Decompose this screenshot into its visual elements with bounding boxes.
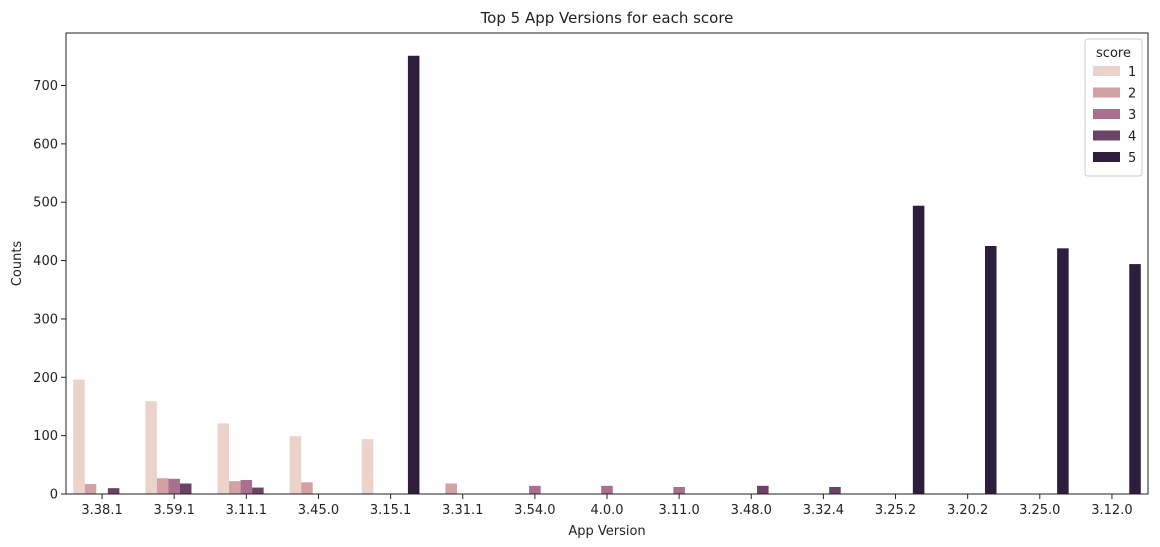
legend: score 1 2 3 4 5 xyxy=(1084,38,1143,177)
bar-score-3-3.59.1 xyxy=(168,478,180,494)
legend-swatch-5 xyxy=(1093,152,1120,162)
axes: 0 100 200 300 400 500 600 700 3.38.1 3.59.1 3.11.1… xyxy=(33,32,1149,518)
bar-score-3-3.11.1 xyxy=(240,479,253,494)
chart-title: Top 5 App Versions for each score xyxy=(480,9,734,27)
bar-score-4-3.32.4 xyxy=(829,487,841,494)
bar-score-4-3.11.1 xyxy=(252,487,264,494)
bar-score-4-3.38.1 xyxy=(107,488,120,494)
bar-score-2-3.38.1 xyxy=(84,484,97,494)
bar-score-4-3.59.1 xyxy=(179,483,192,494)
x-tick-label: 3.12.0 xyxy=(1091,503,1132,518)
bar-score-1-3.15.1 xyxy=(361,439,374,494)
legend-label-4: 4 xyxy=(1128,130,1136,145)
x-tick-label: 3.59.1 xyxy=(154,503,195,518)
y-tick-label: 300 xyxy=(33,312,58,327)
legend-swatch-3 xyxy=(1093,109,1120,119)
x-tick-label: 3.15.1 xyxy=(370,503,411,518)
x-tick-label: 3.25.0 xyxy=(1019,503,1060,518)
bars xyxy=(73,55,1141,495)
bar-score-5-3.20.2 xyxy=(984,245,997,494)
x-tick-label: 3.20.2 xyxy=(947,503,988,518)
x-tick-label: 3.38.1 xyxy=(81,503,122,518)
x-tick-label: 3.45.0 xyxy=(298,503,339,518)
legend-title: score xyxy=(1096,46,1131,61)
x-tick-label: 3.31.1 xyxy=(442,503,483,518)
legend-swatch-4 xyxy=(1093,130,1120,141)
legend-label-1: 1 xyxy=(1128,65,1136,80)
bar-score-5-3.25.0 xyxy=(1057,248,1069,494)
x-tick-label: 4.0.0 xyxy=(590,503,623,518)
y-tick-label: 500 xyxy=(33,196,58,211)
bar-score-5-3.25.2 xyxy=(912,205,925,495)
bar-score-2-3.59.1 xyxy=(156,478,169,494)
x-tick-label: 3.48.0 xyxy=(731,503,772,518)
bar-score-1-3.45.0 xyxy=(289,436,302,494)
legend-label-5: 5 xyxy=(1128,151,1136,166)
bar-score-4-3.48.0 xyxy=(757,485,769,494)
bar-score-1-3.11.1 xyxy=(217,423,230,494)
x-tick-label: 3.11.1 xyxy=(226,503,267,518)
legend-swatch-1 xyxy=(1093,66,1120,76)
x-axis-title: App Version xyxy=(568,524,645,539)
bar-score-2-3.11.1 xyxy=(229,481,241,494)
bar-score-3-3.54.0 xyxy=(529,485,541,494)
bar-score-3-4.0.0 xyxy=(601,485,613,494)
x-tick-label: 3.11.0 xyxy=(658,503,699,518)
x-tick-label: 3.54.0 xyxy=(514,503,555,518)
bar-score-5-3.15.1 xyxy=(407,55,420,494)
x-tick-label: 3.25.2 xyxy=(875,503,916,518)
y-tick-label: 0 xyxy=(50,488,58,503)
y-tick-label: 600 xyxy=(33,137,58,152)
y-tick-label: 100 xyxy=(33,429,58,444)
legend-label-3: 3 xyxy=(1128,108,1136,123)
bar-score-1-3.38.1 xyxy=(73,379,85,494)
bar-score-2-3.45.0 xyxy=(301,482,313,494)
legend-swatch-2 xyxy=(1093,87,1120,98)
bar-score-5-3.12.0 xyxy=(1129,264,1141,494)
y-tick-label: 400 xyxy=(33,254,58,269)
bar-score-2-3.31.1 xyxy=(445,483,457,494)
bar-score-1-3.59.1 xyxy=(145,401,157,494)
y-axis-title: Counts xyxy=(10,241,25,287)
x-tick-label: 3.32.4 xyxy=(803,503,844,518)
y-tick-label: 700 xyxy=(33,79,58,94)
bar-score-3-3.11.0 xyxy=(673,487,685,494)
y-tick-label: 200 xyxy=(33,371,58,386)
legend-label-2: 2 xyxy=(1128,87,1136,102)
